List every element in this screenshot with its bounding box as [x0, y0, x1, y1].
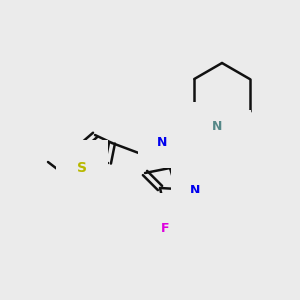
Text: N: N [212, 121, 222, 134]
Text: N: N [157, 136, 167, 149]
Text: F: F [161, 221, 169, 235]
Text: F: F [149, 212, 157, 224]
Text: S: S [77, 161, 87, 175]
Text: O: O [170, 124, 180, 137]
Text: N: N [202, 169, 212, 182]
Text: F: F [173, 212, 181, 224]
Text: N: N [190, 184, 200, 196]
Text: H: H [225, 127, 235, 137]
